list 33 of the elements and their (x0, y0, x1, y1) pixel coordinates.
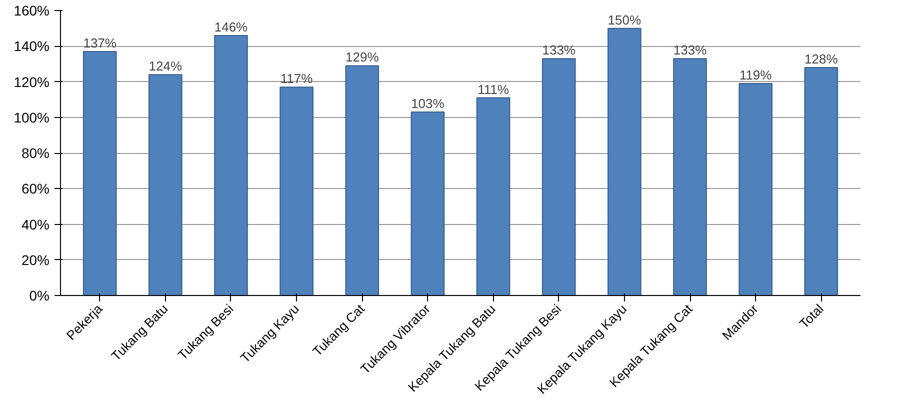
y-tick-label: 120% (14, 74, 50, 90)
bar (280, 86, 314, 296)
data-label: 128% (804, 52, 838, 66)
y-tick-label: 140% (14, 38, 50, 54)
data-label: 146% (214, 19, 248, 34)
bar (82, 50, 117, 296)
y-tick-label: 0% (29, 288, 50, 304)
data-label: 133% (542, 42, 576, 58)
bar (214, 34, 248, 296)
bar (608, 28, 642, 296)
data-label: 150% (608, 12, 642, 28)
bar (804, 67, 838, 296)
data-label: 133% (673, 42, 708, 58)
bar (476, 97, 510, 296)
data-label: 117% (280, 71, 314, 86)
bar (738, 83, 772, 296)
y-tick-label: 160% (14, 2, 50, 18)
y-tick-label: 100% (14, 109, 50, 126)
data-label: 119% (739, 68, 772, 83)
bar (410, 112, 445, 296)
data-label: 137% (83, 35, 117, 50)
y-tick-label: 40% (21, 216, 50, 232)
data-label: 129% (346, 50, 380, 65)
data-label: 103% (411, 96, 445, 112)
bar (673, 58, 707, 296)
y-tick-label: 20% (21, 252, 50, 268)
data-label: 111% (478, 82, 510, 97)
data-label: 124% (148, 58, 182, 74)
y-tick-label: 80% (21, 145, 50, 161)
bar (345, 65, 380, 296)
bar (148, 74, 182, 296)
bar (542, 58, 576, 296)
y-tick-label: 60% (21, 180, 50, 197)
